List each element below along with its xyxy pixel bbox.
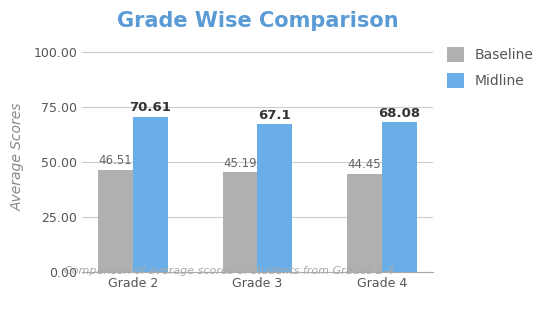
Bar — [223, 172, 257, 272]
Bar — [257, 124, 292, 272]
Bar — [347, 174, 382, 272]
Bar — [382, 122, 417, 272]
Y-axis label: Average Scores: Average Scores — [11, 102, 25, 211]
Legend: Baseline, Midline: Baseline, Midline — [443, 43, 538, 92]
Text: 44.45: 44.45 — [348, 158, 381, 172]
Bar — [133, 116, 168, 272]
Bar — [98, 170, 133, 272]
Text: 46.51: 46.51 — [99, 154, 133, 167]
Text: Comparison of average scores of students from Grades 2-4: Comparison of average scores of students… — [64, 267, 394, 276]
Title: Grade Wise Comparison: Grade Wise Comparison — [117, 11, 398, 31]
Text: 70.61: 70.61 — [129, 101, 172, 114]
Text: 45.19: 45.19 — [223, 157, 257, 170]
Text: 67.1: 67.1 — [258, 109, 291, 122]
Text: 68.08: 68.08 — [378, 107, 420, 120]
